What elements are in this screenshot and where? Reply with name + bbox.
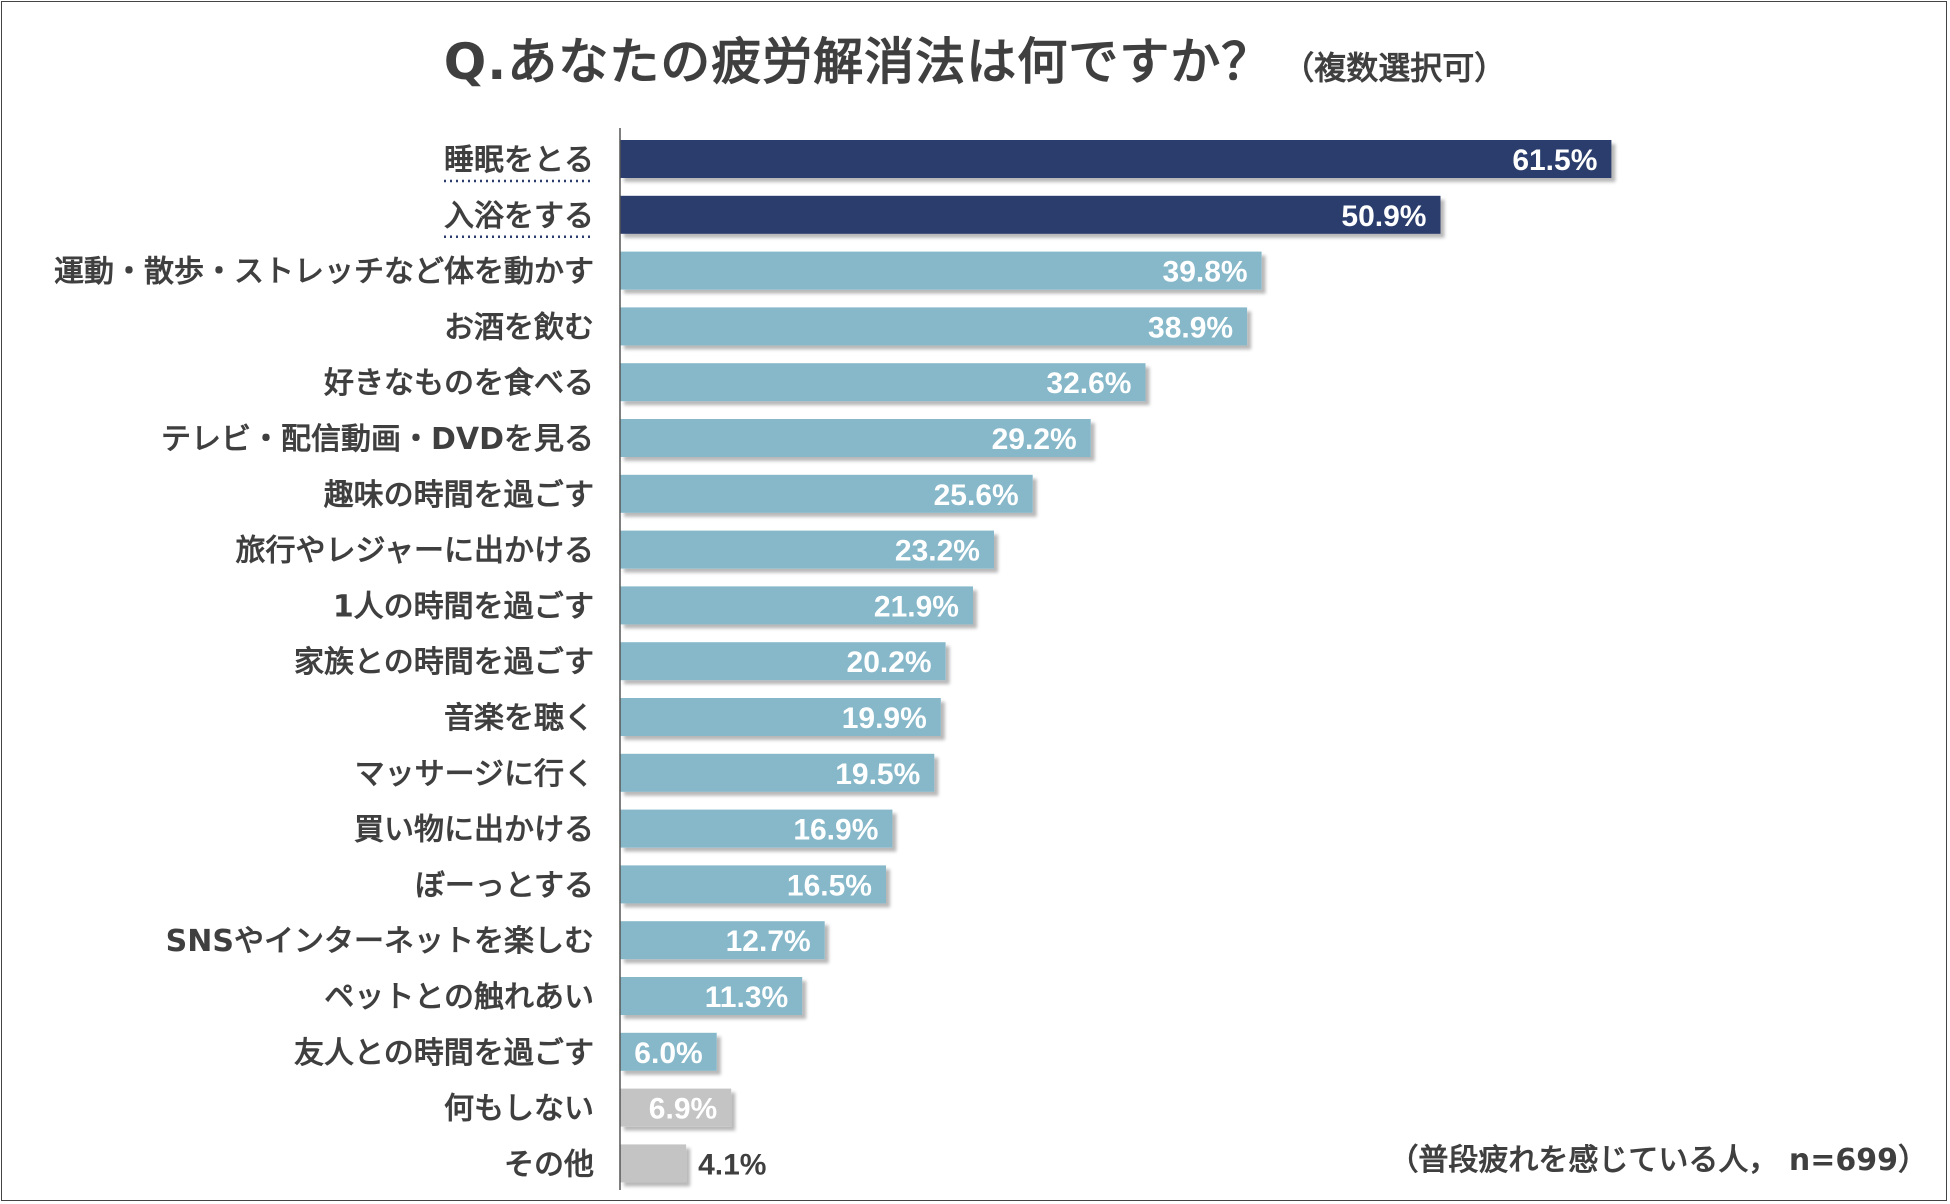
value-label: 29.2% xyxy=(992,423,1077,456)
bar xyxy=(620,977,803,1015)
value-label: 39.8% xyxy=(1163,256,1248,289)
category-label: 家族との時間を過ごす xyxy=(294,645,594,680)
bar xyxy=(620,530,994,569)
category-label: その他 xyxy=(504,1147,594,1182)
value-label: 19.9% xyxy=(842,702,927,735)
category-label: お酒を飲む xyxy=(444,310,594,345)
category-label: 旅行やレジャーに出かける xyxy=(236,534,595,569)
value-label: 25.6% xyxy=(934,479,1019,512)
bar xyxy=(620,1144,687,1183)
bar xyxy=(620,474,1033,513)
bar xyxy=(620,642,946,681)
category-label: SNSやインターネットを楽しむ xyxy=(166,924,594,959)
chart-title-sub: （複数選択可） xyxy=(1282,49,1507,87)
category-label: テレビ・配信動画・DVDを見る xyxy=(161,422,594,457)
bar xyxy=(620,195,1441,234)
chart-title: Q.あなたの疲労解消法は何ですか？ （複数選択可） xyxy=(0,22,1950,94)
category-label: 何もしない xyxy=(444,1092,594,1127)
bars-group: 睡眠をとる 61.5% 入浴をする 50.9% 運動・散歩・ストレッチなど体を動かす 39… xyxy=(54,140,1612,1183)
category-label: 好きなものを食べる xyxy=(323,366,594,401)
value-label: 6.9% xyxy=(649,1093,717,1126)
bar xyxy=(620,1088,732,1127)
value-label: 16.9% xyxy=(793,814,878,847)
category-label: 音楽を聴く xyxy=(444,701,594,736)
bar xyxy=(620,921,825,960)
value-label: 16.5% xyxy=(787,869,872,902)
category-label: 友人との時間を過ごす xyxy=(294,1036,594,1071)
value-label: 38.9% xyxy=(1148,311,1233,344)
sample-note: （普段疲れを感じている人， n=699） xyxy=(1388,1143,1928,1178)
category-label: 買い物に出かける xyxy=(354,813,594,848)
category-label: 運動・散歩・ストレッチなど体を動かす xyxy=(54,255,594,290)
bar xyxy=(620,698,941,736)
category-label: 入浴をする xyxy=(444,199,594,234)
value-label: 20.2% xyxy=(847,646,932,679)
value-label: 32.6% xyxy=(1046,367,1131,400)
category-label: ペットとの触れあい xyxy=(324,980,594,1015)
category-label: 睡眠をとる xyxy=(444,143,594,178)
bar xyxy=(620,363,1146,402)
value-label: 50.9% xyxy=(1341,200,1426,233)
bar xyxy=(620,586,973,625)
bar xyxy=(620,1032,717,1071)
value-label: 11.3% xyxy=(705,981,788,1014)
bar xyxy=(620,809,893,848)
bar xyxy=(620,140,1612,178)
category-label: ぼーっとする xyxy=(415,868,594,903)
value-label: 12.7% xyxy=(726,925,811,958)
value-label: 6.0% xyxy=(634,1037,702,1070)
value-label: 4.1% xyxy=(698,1148,766,1181)
bar xyxy=(620,251,1262,290)
value-label: 61.5% xyxy=(1512,144,1597,177)
bar xyxy=(620,753,935,792)
bar xyxy=(620,419,1091,457)
value-label: 21.9% xyxy=(874,590,959,623)
category-label: 1人の時間を過ごす xyxy=(333,589,594,624)
category-label: マッサージに行く xyxy=(355,757,594,792)
bar xyxy=(620,307,1248,346)
chart-title-main: Q.あなたの疲労解消法は何ですか？ xyxy=(443,33,1273,91)
value-label: 23.2% xyxy=(895,535,980,568)
bar xyxy=(620,865,886,904)
category-label: 趣味の時間を過ごす xyxy=(324,478,594,513)
value-label: 19.5% xyxy=(835,758,920,791)
